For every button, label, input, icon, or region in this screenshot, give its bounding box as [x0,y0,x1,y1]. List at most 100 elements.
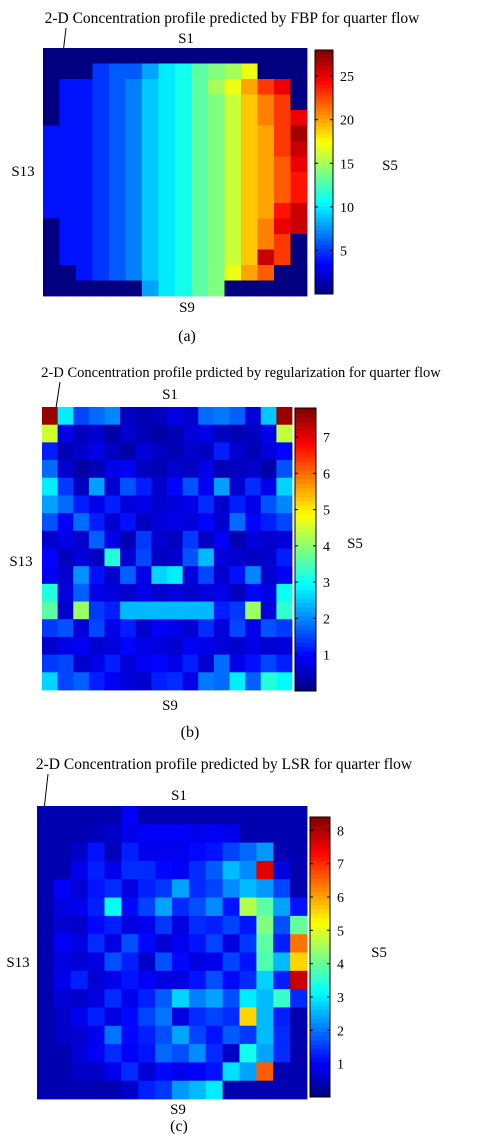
heatmap-cell [151,407,168,426]
heatmap-cell [245,601,262,620]
heatmap-cell [125,172,143,188]
heatmap-cell [257,125,275,142]
heatmap-cell [87,1007,105,1027]
colorbar-segment [295,673,316,679]
heatmap-cell [182,601,199,620]
heatmap-cell [167,407,184,426]
colorbar-tick-label: 5 [323,504,330,519]
heatmap-cell [213,601,230,620]
heatmap-cell [290,860,308,880]
heatmap-cell [104,915,122,935]
heatmap-cell [70,970,89,990]
heatmap-cell [87,806,105,825]
heatmap-cell [151,636,168,656]
colorbar-b: 1 2 3 4 5 6 7 [294,407,330,692]
heatmap-cell [290,234,308,250]
heatmap-cell [158,172,176,188]
heatmap-cell [120,583,137,602]
heatmap-cell [43,125,60,142]
heatmap-cell [37,1025,55,1045]
colorbar-tick-label: 7 [323,431,330,446]
heatmap-cell [104,407,121,426]
heatmap-cell [155,842,173,862]
heatmap-cell [104,989,122,1008]
heatmap-cell [224,172,242,188]
chart-title-b: 2-D Concentration profile prdicted by re… [41,365,441,381]
heatmap-cell [245,583,262,602]
heatmap-cell [151,654,168,673]
heatmap-cell [290,172,308,188]
colorbar-segment [315,133,333,139]
heatmap-cell [188,952,207,972]
heatmap-cell [260,460,277,479]
colorbar-segment [310,847,330,853]
heatmap-cell [87,1080,105,1100]
heatmap-cell [43,249,60,266]
heatmap-cell [73,477,90,496]
heatmap-cell [188,897,207,917]
colorbar-segment [315,202,333,207]
colorbar-segment [295,660,316,665]
colorbar-segment [315,240,333,245]
heatmap-cell [182,442,199,461]
heatmap-cell [273,1080,291,1100]
colorbar-segment [295,447,316,453]
heatmap-cell [205,970,224,990]
heatmap-cell [290,280,308,297]
heatmap-cell [273,879,291,898]
heatmap-cell [273,842,291,862]
heatmap-cell [205,934,224,953]
heatmap-cell [57,477,74,496]
heatmap-cell [88,460,105,479]
heatmap-cell [229,477,246,496]
heatmap-cell [274,218,291,235]
heatmap-cell [198,442,215,461]
heatmap-cell [125,48,143,64]
heatmap-cell [158,110,176,126]
heatmap-cell [188,1044,207,1063]
heatmap-cell [42,424,59,443]
heatmap-cell [109,249,126,266]
heatmap-cell [92,187,110,204]
heatmap-cell [142,187,159,204]
heatmap-cell [104,601,121,620]
heatmap-cell [274,187,291,204]
colorbar-segment [295,522,316,528]
heatmap-cell [142,94,159,111]
heatmap-cell [109,172,126,188]
heatmap-cell [120,530,137,549]
heatmap-cell [213,548,230,567]
heatmap-cell [188,970,207,990]
heatmap-cell [256,989,274,1008]
heatmap-cell [125,280,143,297]
heatmap-cell [42,477,59,496]
heatmap-cell [213,424,230,443]
heatmap-cell [142,141,159,157]
colorbar-segment [310,878,330,884]
heatmap-cell [57,407,74,426]
heatmap-cell [104,460,121,479]
heatmap-cell [70,824,89,844]
heatmap-cell [167,601,184,620]
heatmap-cell [224,187,242,204]
colorbar-segment [295,677,316,683]
heatmap-cell [290,1044,308,1063]
heatmap-cell [87,952,105,972]
heatmap-cell [109,141,126,157]
heatmap-cell [57,654,74,673]
heatmap-cell [175,79,192,95]
heatmap-cell [191,141,209,157]
heatmap-cell [290,249,308,266]
heatmap-cell [239,860,257,880]
heatmap-cell [167,530,184,549]
heatmap-cell [241,172,258,188]
heatmap-cell [191,79,209,95]
heatmap-cell [57,495,74,514]
heatmap-cell [121,806,139,825]
heatmap-cell [88,530,105,549]
heatmap-cell [276,601,293,620]
heatmap-cell [53,934,72,953]
heatmap-cell [188,860,207,880]
heatmap-cell [188,1080,207,1100]
heatmap-cell [175,48,192,64]
